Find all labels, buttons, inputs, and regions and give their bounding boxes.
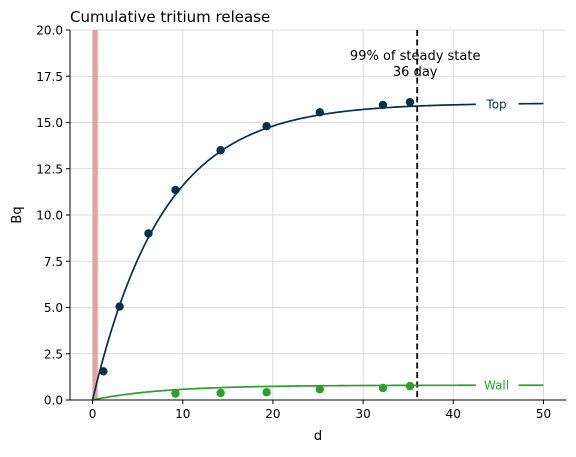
top-data-point [262, 122, 270, 130]
y-tick-label: 12.5 [36, 162, 63, 176]
y-tick-label: 15.0 [36, 116, 63, 130]
x-axis-label: d [314, 429, 322, 444]
top-data-point [216, 146, 224, 154]
wall-data-point [216, 389, 224, 397]
series-layer: Top Wall [93, 97, 544, 400]
top-data-point [144, 229, 152, 237]
x-tick-label: 0 [89, 407, 97, 421]
top-data-point [99, 367, 107, 375]
chart-title: Cumulative tritium release [70, 8, 270, 26]
axes-layer: 0 10 20 30 40 50 0.0 2.5 5.0 7.5 10.0 12.5 15.0 17.5 2… [36, 24, 566, 422]
steady-state-annotation: 36 day [393, 65, 438, 80]
top-fit-curve [93, 104, 476, 400]
x-tick-label: 10 [175, 407, 190, 421]
steady-state-annotation: 99% of steady state [350, 49, 481, 64]
wall-fit-curve [93, 385, 476, 400]
y-axis-label: Bq [10, 206, 25, 223]
top-data-point [115, 302, 123, 310]
y-tick-label: 17.5 [36, 70, 63, 84]
y-tick-label: 5.0 [44, 301, 63, 315]
wall-data-point [379, 384, 387, 392]
wall-data-point [262, 388, 270, 396]
wall-data-point [406, 382, 414, 390]
x-tick-label: 30 [355, 407, 370, 421]
top-data-point [316, 108, 324, 116]
y-tick-label: 2.5 [44, 347, 63, 361]
y-tick-label: 7.5 [44, 255, 63, 269]
top-data-point [406, 98, 414, 106]
top-series-label: Top [485, 97, 506, 111]
top-data-point [171, 186, 179, 194]
top-data-point [379, 101, 387, 109]
start-marker-band [93, 30, 98, 400]
x-tick-label: 50 [536, 407, 551, 421]
wall-series-label: Wall [484, 379, 509, 393]
wall-data-point [316, 385, 324, 393]
wall-data-point [171, 389, 179, 397]
y-tick-label: 20.0 [36, 24, 63, 38]
x-tick-label: 20 [265, 407, 280, 421]
grid-layer [70, 30, 566, 400]
y-tick-label: 0.0 [44, 394, 63, 408]
y-tick-label: 10.0 [36, 209, 63, 223]
x-tick-label: 40 [446, 407, 461, 421]
